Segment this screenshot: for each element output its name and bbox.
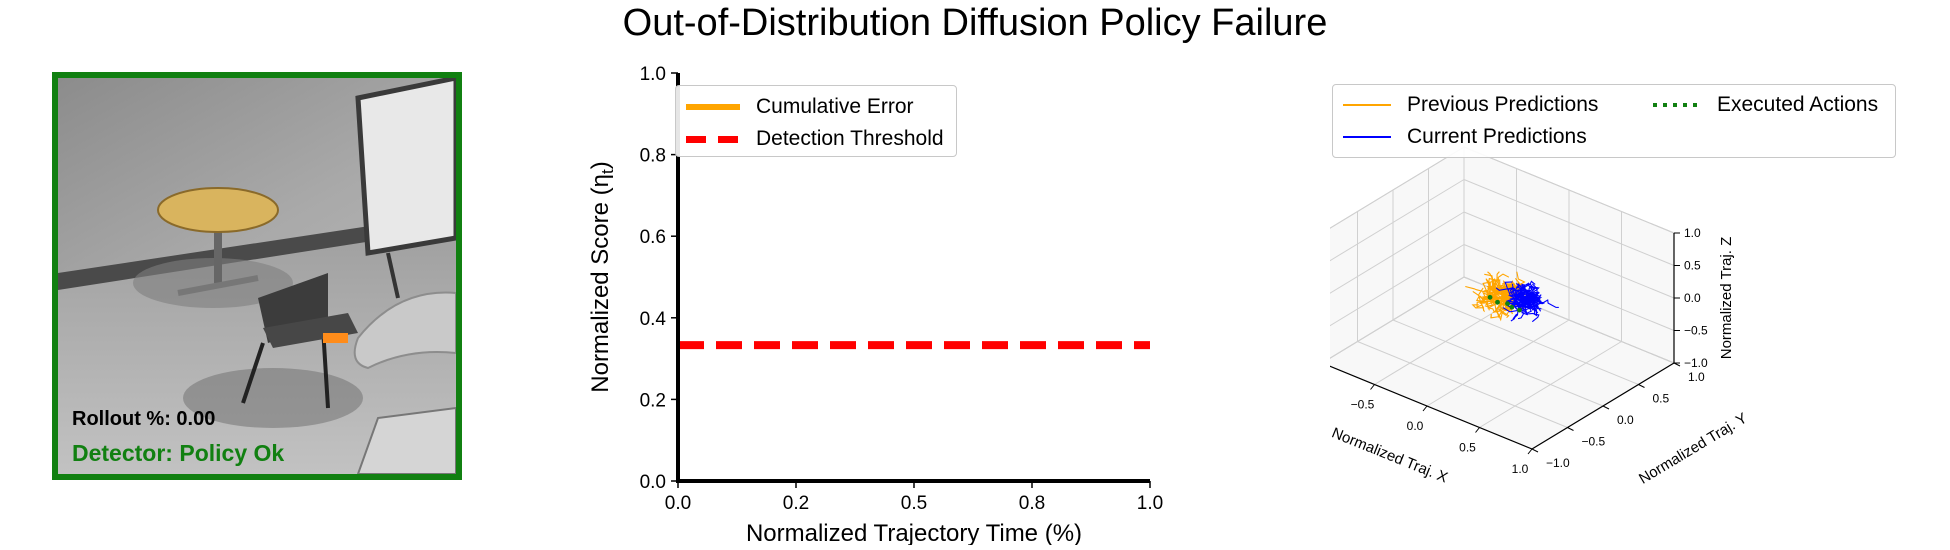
y-tick-label: 1.0 — [1688, 370, 1705, 384]
y-tick-label: 0.0 — [1617, 413, 1634, 427]
x-tick-label: −0.5 — [1351, 398, 1375, 412]
legend-swatch-previous-predictions — [1343, 104, 1391, 106]
score-line-chart: 0.0 0.2 0.4 0.6 0.8 1.0 0.0 0.2 0.5 0.8 1.0 Norma… — [587, 64, 1163, 545]
current-predictions-trajectory — [1521, 292, 1544, 304]
previous-predictions-trajectory — [1489, 278, 1500, 295]
legend-entry-current-predictions: Current Predictions — [1343, 125, 1587, 149]
grid-line — [1463, 146, 1675, 234]
previous-predictions-trajectory — [1482, 289, 1491, 301]
y-tick-mark — [1531, 448, 1539, 453]
y-tick-label: 0.0 — [640, 472, 666, 493]
x-tick-label: 0.5 — [1459, 441, 1476, 455]
y-tick-mark — [1602, 405, 1610, 410]
grid-line — [1463, 211, 1675, 299]
z-tick-label: −0.5 — [1684, 324, 1708, 338]
legend-label-previous-predictions: Previous Predictions — [1407, 93, 1599, 116]
x-tick-label: 1.0 — [1137, 493, 1163, 514]
line-chart-legend: Cumulative Error Detection Threshold — [675, 85, 957, 157]
legend-entry-cumulative-error: Cumulative Error — [686, 95, 914, 119]
y-axis-ticks: 0.0 0.2 0.4 0.6 0.8 1.0 — [640, 64, 678, 493]
z-tick-label: −1.0 — [1684, 356, 1708, 370]
legend-entry-detection-threshold: Detection Threshold — [686, 127, 944, 151]
z-tick-label: 1.0 — [1684, 226, 1701, 240]
robot-scene-image — [58, 78, 456, 474]
y-tick-mark — [1567, 427, 1574, 431]
executed-action-point — [1487, 294, 1493, 300]
x-axis-ticks: 0.0 0.2 0.5 0.8 1.0 — [665, 481, 1163, 514]
x-tick-mark — [1370, 384, 1375, 390]
grid-line — [1330, 179, 1465, 262]
y-tick-label: 0.4 — [640, 309, 667, 330]
current-predictions-trajectory — [1512, 299, 1527, 310]
current-predictions-trajectory — [1525, 283, 1536, 295]
y-axis-label: Normalized Score (ηt) — [587, 161, 617, 392]
camera-view-panel: Rollout %: 0.00 Detector: Policy Ok — [52, 72, 462, 480]
figure-title: Out-of-Distribution Diffusion Policy Fai… — [622, 2, 1328, 44]
current-predictions-trajectory — [1516, 293, 1534, 306]
y-axis-label-close: ) — [587, 161, 614, 169]
y-tick-label: 0.5 — [1653, 392, 1670, 406]
legend-entry-previous-predictions: Previous Predictions — [1343, 93, 1598, 117]
grid-line — [1428, 298, 1639, 385]
previous-predictions-trajectory — [1492, 299, 1505, 306]
current-predictions-trajectory — [1519, 296, 1533, 307]
y-tick-label: −1.0 — [1546, 456, 1570, 470]
executed-action-point — [1495, 299, 1500, 305]
legend-entry-executed-actions: Executed Actions — [1653, 93, 1878, 117]
x-tick-label: 0.0 — [1407, 419, 1424, 433]
x-tick-label: 0.8 — [1019, 493, 1045, 514]
legend-swatch-executed-actions — [1653, 103, 1701, 107]
grid-line — [1330, 146, 1465, 229]
z-tick-label: 0.0 — [1684, 291, 1701, 305]
detector-status-label: Detector: Policy Ok — [72, 440, 285, 466]
trajectory-3d-plot: −1.0−0.50.00.51.0−1.0−0.50.00.51.0−1.0−0… — [1330, 146, 1750, 488]
y-tick-label: 1.0 — [640, 64, 666, 85]
executed-action-point — [1505, 301, 1510, 307]
x-tick-label: 0.2 — [783, 493, 809, 514]
rollout-percentage-label: Rollout %: 0.00 — [72, 408, 216, 430]
legend-label-cumulative-error: Cumulative Error — [756, 95, 914, 118]
executed-action-point — [1517, 307, 1522, 313]
legend-swatch-cumulative-error — [686, 104, 740, 110]
grid-line — [1330, 211, 1465, 294]
current-predictions-trajectory — [1527, 299, 1542, 312]
legend-swatch-detection-threshold — [686, 135, 740, 143]
legend-label-executed-actions: Executed Actions — [1717, 93, 1879, 116]
grid-line — [1463, 179, 1675, 266]
y-axis-label-main: Normalized Score (η — [587, 174, 614, 393]
y-tick-mark — [1638, 384, 1645, 388]
current-predictions-trajectory — [1507, 283, 1526, 301]
y-axis-label-subscript: t — [598, 169, 617, 174]
x-tick-label: 0.5 — [901, 493, 927, 514]
x-tick-label: 0.0 — [665, 493, 691, 514]
trajectory-legend: Previous Predictions Current Predictions… — [1332, 84, 1896, 158]
z-axis-label: Normalized Traj. Z — [1718, 237, 1735, 360]
x-tick-mark — [1527, 448, 1533, 455]
x-tick-mark — [1475, 427, 1480, 433]
legend-label-current-predictions: Current Predictions — [1407, 125, 1587, 148]
legend-label-detection-threshold: Detection Threshold — [756, 127, 944, 150]
grid-line — [1392, 319, 1604, 407]
trajectory-series-layer — [1465, 271, 1559, 323]
axis-ticks: −1.0−0.50.00.51.0−1.0−0.50.00.51.0−1.0−0… — [1330, 226, 1708, 476]
y-tick-label: 0.2 — [640, 390, 666, 411]
legend-swatch-current-predictions — [1343, 136, 1391, 138]
previous-predictions-trajectory — [1472, 290, 1490, 302]
z-tick-label: 0.5 — [1684, 259, 1701, 273]
current-predictions-trajectory — [1515, 287, 1526, 296]
x-axis-label: Normalized Trajectory Time (%) — [746, 520, 1082, 545]
y-tick-label: 0.8 — [640, 146, 666, 167]
executed-action-point — [1509, 304, 1515, 310]
y-tick-label: 0.6 — [640, 227, 666, 248]
current-predictions-trajectory — [1507, 286, 1519, 298]
y-axis-label: Normalized Traj. Y — [1636, 410, 1750, 488]
y-tick-label: −0.5 — [1582, 435, 1606, 449]
previous-predictions-trajectory — [1479, 291, 1491, 311]
x-tick-mark — [1422, 405, 1428, 412]
grid-line — [1479, 341, 1622, 428]
x-axis-label: Normalized Traj. X — [1330, 424, 1450, 486]
x-tick-label: 1.0 — [1512, 462, 1529, 476]
